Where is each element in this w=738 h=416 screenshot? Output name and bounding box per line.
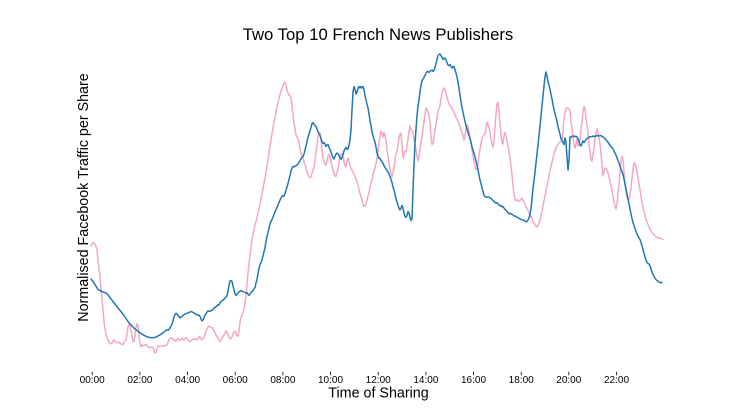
svg-text:Time of Sharing: Time of Sharing [328, 386, 428, 402]
svg-text:20:00: 20:00 [556, 375, 581, 386]
svg-text:04:00: 04:00 [175, 375, 200, 386]
svg-text:22:00: 22:00 [604, 375, 629, 386]
svg-text:02:00: 02:00 [127, 375, 152, 386]
svg-text:Normalised Facebook Traffic pe: Normalised Facebook Traffic per Share [76, 73, 92, 322]
svg-text:Two Top 10 French News Publish: Two Top 10 French News Publishers [243, 25, 514, 44]
svg-text:10:00: 10:00 [318, 375, 343, 386]
svg-text:14:00: 14:00 [413, 375, 438, 386]
svg-text:18:00: 18:00 [509, 375, 534, 386]
svg-text:00:00: 00:00 [80, 375, 105, 386]
svg-text:16:00: 16:00 [461, 375, 486, 386]
svg-text:06:00: 06:00 [223, 375, 248, 386]
svg-text:08:00: 08:00 [270, 375, 295, 386]
svg-text:12:00: 12:00 [366, 375, 391, 386]
